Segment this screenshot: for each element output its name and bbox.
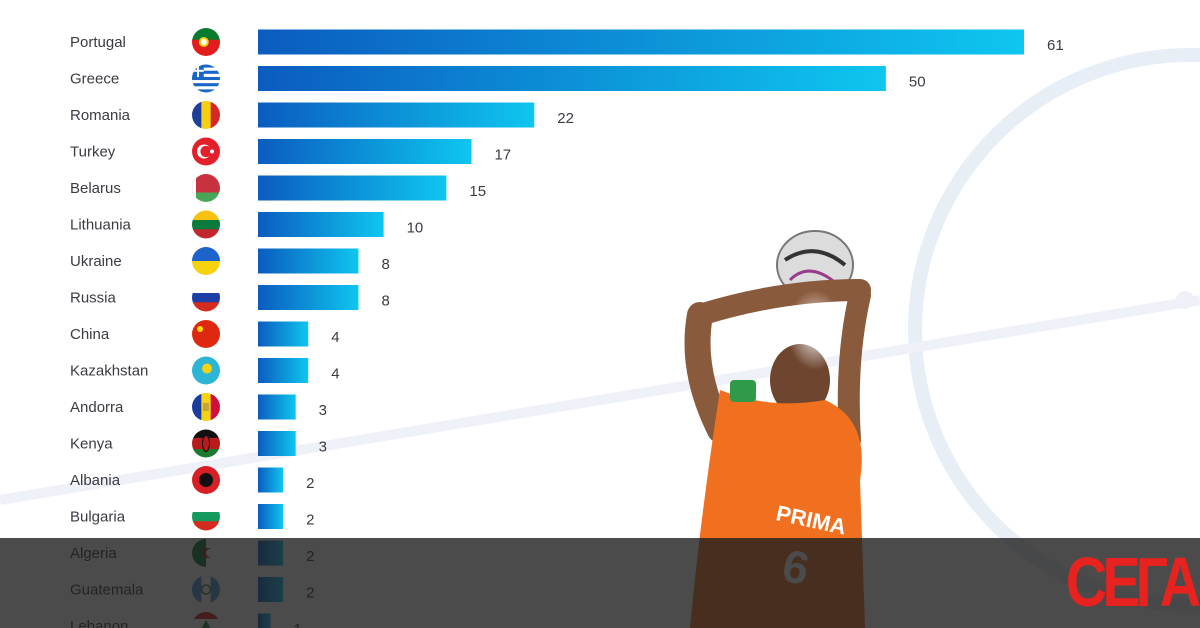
bulgaria-flag-icon [192,502,220,531]
bar [258,504,284,529]
albania-flag-icon [192,466,220,494]
romania-flag-icon [192,101,220,129]
bar [258,139,472,164]
bar [258,248,359,274]
country-label: Turkey [70,144,116,161]
country-label: Bulgaria [70,509,126,526]
andorra-flag-icon [192,393,220,421]
chart-row: China 4 [70,320,340,348]
kenya-flag-icon [192,429,220,458]
country-label: Kenya [70,436,113,453]
value-label: 8 [381,293,389,310]
bar [258,358,309,383]
bar [258,66,886,91]
bar [258,102,535,128]
chart-row: Andorra 3 [70,393,327,421]
country-label: Greece [70,71,119,88]
bar [258,29,1024,55]
china-flag-icon [192,320,220,348]
country-label: Andorra [70,399,124,416]
bar [258,285,359,310]
country-label: Ukraine [70,253,122,270]
russia-flag-icon [192,283,220,312]
value-label: 61 [1047,37,1064,54]
turkey-flag-icon [192,137,220,166]
chart-row: Kazakhstan 4 [70,356,340,385]
bottom-overlay-band [0,538,1200,628]
belarus-flag-icon [192,174,220,202]
country-label: Albania [70,472,121,489]
value-label: 22 [557,110,574,127]
portugal-flag-icon [192,28,220,56]
value-label: 3 [319,439,327,456]
kazakhstan-flag-icon [192,356,220,385]
country-label: Lithuania [70,217,132,234]
value-label: 8 [381,256,389,273]
value-label: 15 [469,183,486,200]
value-label: 50 [909,74,926,91]
country-label: China [70,326,110,343]
value-label: 17 [494,147,511,164]
chart-row: Albania 2 [70,466,314,494]
value-label: 4 [331,329,339,346]
country-label: Kazakhstan [70,363,148,380]
chart-row: Portugal 61 [70,28,1064,56]
value-label: 3 [319,402,327,419]
value-label: 2 [306,512,314,529]
ukraine-flag-icon [192,247,220,275]
bar [258,175,447,201]
chart-row: Bulgaria 2 [70,502,314,531]
greece-flag-icon [192,64,220,93]
lithuania-flag-icon [192,210,220,239]
chart-row: Russia 8 [70,283,390,312]
chart-row: Belarus 15 [70,174,486,202]
chart-row: Ukraine 8 [70,247,390,275]
country-label: Russia [70,290,117,307]
brand-logo: СЕГА [1065,543,1200,621]
bar [258,467,284,493]
bar [258,212,384,237]
country-label: Portugal [70,34,126,51]
bar [258,394,296,420]
bar [258,431,296,456]
value-label: 4 [331,366,339,383]
chart-row: Romania 22 [70,101,574,129]
value-label: 2 [306,475,314,492]
chart-row: Lithuania 10 [70,210,424,239]
chart-row: Kenya 3 [70,429,327,458]
chart-row: Turkey 17 [70,137,511,166]
chart-row: Greece 50 [70,64,926,93]
bar [258,321,309,347]
value-label: 10 [407,220,424,237]
country-label: Belarus [70,180,121,197]
country-label: Romania [70,107,131,124]
